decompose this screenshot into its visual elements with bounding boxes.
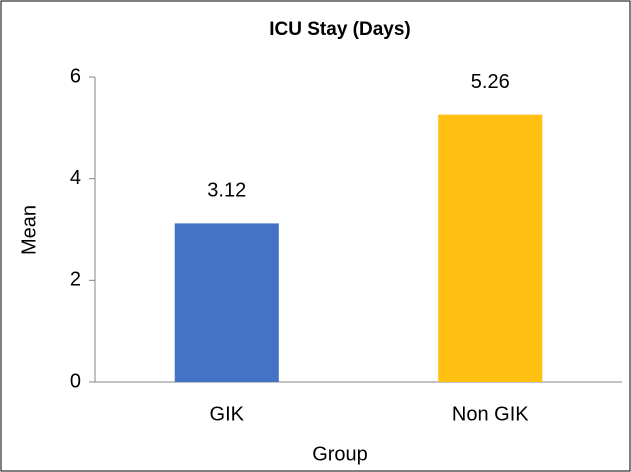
x-axis-label: Group: [312, 443, 368, 465]
data-label: 5.26: [471, 71, 510, 93]
bar: [438, 114, 543, 382]
bar: [174, 223, 279, 382]
y-tick-label: 4: [70, 167, 81, 189]
x-tick-label: Non GIK: [452, 403, 529, 425]
data-label: 3.12: [207, 180, 246, 202]
chart-title: ICU Stay (Days): [269, 19, 411, 40]
y-tick-label: 0: [70, 370, 81, 392]
y-tick-label: 2: [70, 269, 81, 291]
y-tick-label: 6: [70, 65, 81, 87]
x-tick-label: GIK: [210, 403, 245, 425]
y-axis-label: Mean: [18, 205, 40, 255]
